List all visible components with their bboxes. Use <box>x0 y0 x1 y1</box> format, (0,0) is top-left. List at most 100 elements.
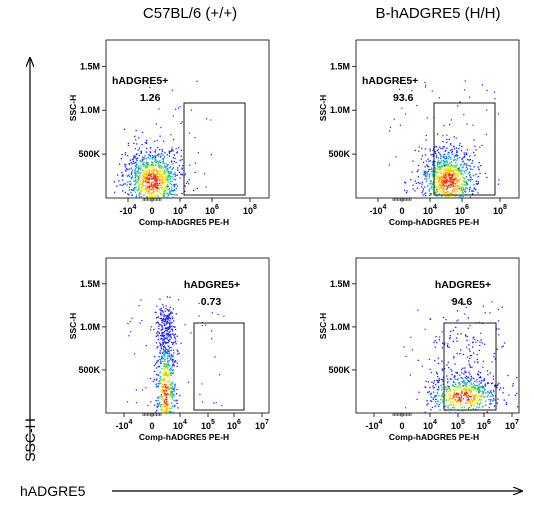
event-dot <box>452 170 454 173</box>
event-dot <box>165 402 167 404</box>
event-dot <box>142 169 144 171</box>
event-dot <box>403 346 405 348</box>
event-dot <box>455 177 457 179</box>
event-dot <box>169 410 171 412</box>
event-dot <box>468 389 470 391</box>
event-dot <box>473 400 475 403</box>
event-dot <box>453 156 456 158</box>
event-dot <box>461 191 464 194</box>
event-dot <box>162 320 164 322</box>
event-dot <box>472 395 475 397</box>
event-dot <box>470 379 472 381</box>
event-dot <box>473 397 475 399</box>
event-dot <box>430 171 433 173</box>
event-dot <box>444 161 446 163</box>
event-dot <box>442 188 444 190</box>
event-dot <box>443 368 446 370</box>
event-dot <box>185 182 188 184</box>
event-dot <box>473 336 475 338</box>
event-dot <box>466 383 468 385</box>
event-dot <box>471 160 474 162</box>
event-dot <box>436 379 438 382</box>
event-dot <box>444 175 447 177</box>
event-dot <box>440 182 442 184</box>
event-dot <box>438 193 440 195</box>
event-dot <box>163 182 165 184</box>
x-tick-label: 104 <box>423 204 437 216</box>
event-dot <box>142 180 145 182</box>
event-dot <box>484 385 487 387</box>
event-dot <box>455 386 457 388</box>
event-dot <box>417 359 419 361</box>
event-dot <box>474 145 476 147</box>
event-dot <box>122 175 124 177</box>
event-dot <box>127 144 129 147</box>
event-dot <box>158 176 160 179</box>
event-dot <box>449 192 451 195</box>
event-dot <box>142 158 144 161</box>
event-dot <box>163 345 165 348</box>
event-dot <box>167 317 169 319</box>
event-dot <box>456 379 458 381</box>
event-dot <box>442 141 444 143</box>
event-dot <box>175 187 177 190</box>
event-dot <box>428 358 430 361</box>
event-dot <box>472 124 474 126</box>
event-dot <box>432 172 434 174</box>
event-dot <box>469 190 471 192</box>
event-dot <box>503 342 506 344</box>
event-dot <box>159 350 161 352</box>
event-dot <box>456 159 458 161</box>
event-dot <box>414 190 416 192</box>
event-dot <box>156 139 158 141</box>
x-tick-label: 105 <box>201 419 215 431</box>
event-dot <box>179 106 181 108</box>
event-dot <box>460 184 462 186</box>
event-dot <box>140 151 142 153</box>
event-dot <box>507 374 509 377</box>
x-tick-label: 0 <box>399 206 404 216</box>
event-dot <box>431 168 433 170</box>
event-dot <box>137 149 139 151</box>
event-dot <box>142 165 145 167</box>
event-dot <box>453 159 455 162</box>
event-dot <box>149 174 151 176</box>
event-dot <box>469 366 472 368</box>
event-dot <box>464 392 466 395</box>
event-dot <box>514 394 516 396</box>
event-dot <box>153 177 155 179</box>
event-dot <box>166 315 169 317</box>
panel-y-label: SSC-H <box>68 313 78 339</box>
event-dot <box>475 408 477 410</box>
event-dot <box>140 187 142 189</box>
event-dot <box>442 168 444 170</box>
event-dot <box>469 324 471 327</box>
event-dot <box>502 387 505 389</box>
event-dot <box>502 392 504 394</box>
event-dot <box>453 179 455 181</box>
event-dot <box>479 399 481 401</box>
event-dot <box>488 398 490 401</box>
event-dot <box>149 177 151 179</box>
event-dot <box>436 389 438 391</box>
event-dot <box>487 391 490 393</box>
event-dot <box>168 175 170 177</box>
event-dot <box>164 372 166 374</box>
event-dot <box>156 174 158 176</box>
event-dot <box>447 381 449 383</box>
event-dot <box>445 191 448 193</box>
event-dot <box>163 169 165 171</box>
event-dot <box>437 405 440 407</box>
event-dot <box>167 164 169 167</box>
event-dot <box>416 187 419 189</box>
event-dot <box>440 154 442 156</box>
event-dot <box>168 364 170 367</box>
event-dot <box>445 165 447 167</box>
event-dot <box>176 362 178 364</box>
event-dot <box>404 189 406 191</box>
event-dot <box>476 379 478 381</box>
event-dot <box>159 160 161 162</box>
event-dot <box>470 354 473 357</box>
event-dot <box>469 391 471 393</box>
event-dot <box>144 178 146 180</box>
